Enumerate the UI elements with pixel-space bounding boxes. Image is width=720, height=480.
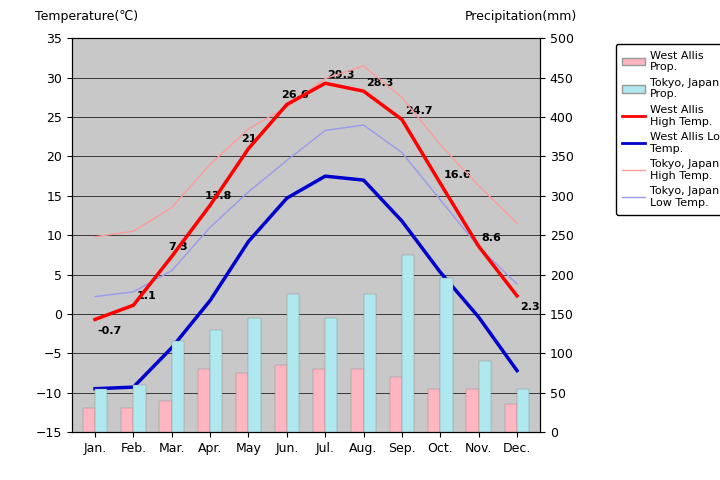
- Text: -0.7: -0.7: [97, 325, 121, 336]
- Bar: [402, 255, 414, 432]
- Bar: [467, 389, 479, 432]
- Bar: [236, 373, 248, 432]
- Text: 21: 21: [240, 134, 256, 144]
- Bar: [313, 369, 325, 432]
- Text: 8.6: 8.6: [482, 233, 502, 243]
- Text: 26.6: 26.6: [281, 90, 309, 100]
- Bar: [95, 389, 107, 432]
- Bar: [121, 408, 133, 432]
- Bar: [517, 389, 529, 432]
- Bar: [390, 377, 402, 432]
- Bar: [325, 318, 338, 432]
- Text: 1.1: 1.1: [137, 291, 156, 301]
- Text: 2.3: 2.3: [520, 302, 540, 312]
- Bar: [287, 294, 299, 432]
- Bar: [351, 369, 364, 432]
- Bar: [364, 294, 376, 432]
- Text: Precipitation(mm): Precipitation(mm): [465, 10, 577, 23]
- Text: Temperature(℃): Temperature(℃): [35, 10, 138, 23]
- Bar: [428, 389, 440, 432]
- Bar: [83, 408, 95, 432]
- Bar: [274, 365, 287, 432]
- Bar: [505, 405, 517, 432]
- Bar: [172, 341, 184, 432]
- Text: 16.6: 16.6: [444, 170, 471, 180]
- Bar: [198, 369, 210, 432]
- Bar: [479, 361, 491, 432]
- Text: 29.3: 29.3: [327, 70, 354, 80]
- Bar: [159, 400, 172, 432]
- Text: 28.3: 28.3: [366, 78, 394, 88]
- Text: 24.7: 24.7: [405, 106, 433, 116]
- Bar: [133, 385, 145, 432]
- Bar: [248, 318, 261, 432]
- Bar: [210, 330, 222, 432]
- Text: 7.3: 7.3: [168, 242, 187, 252]
- Bar: [440, 278, 453, 432]
- Text: 13.8: 13.8: [204, 191, 232, 201]
- Legend: West Allis
Prop., Tokyo, Japan
Prop., West Allis
High Temp., West Allis Low
Temp: West Allis Prop., Tokyo, Japan Prop., We…: [616, 44, 720, 215]
